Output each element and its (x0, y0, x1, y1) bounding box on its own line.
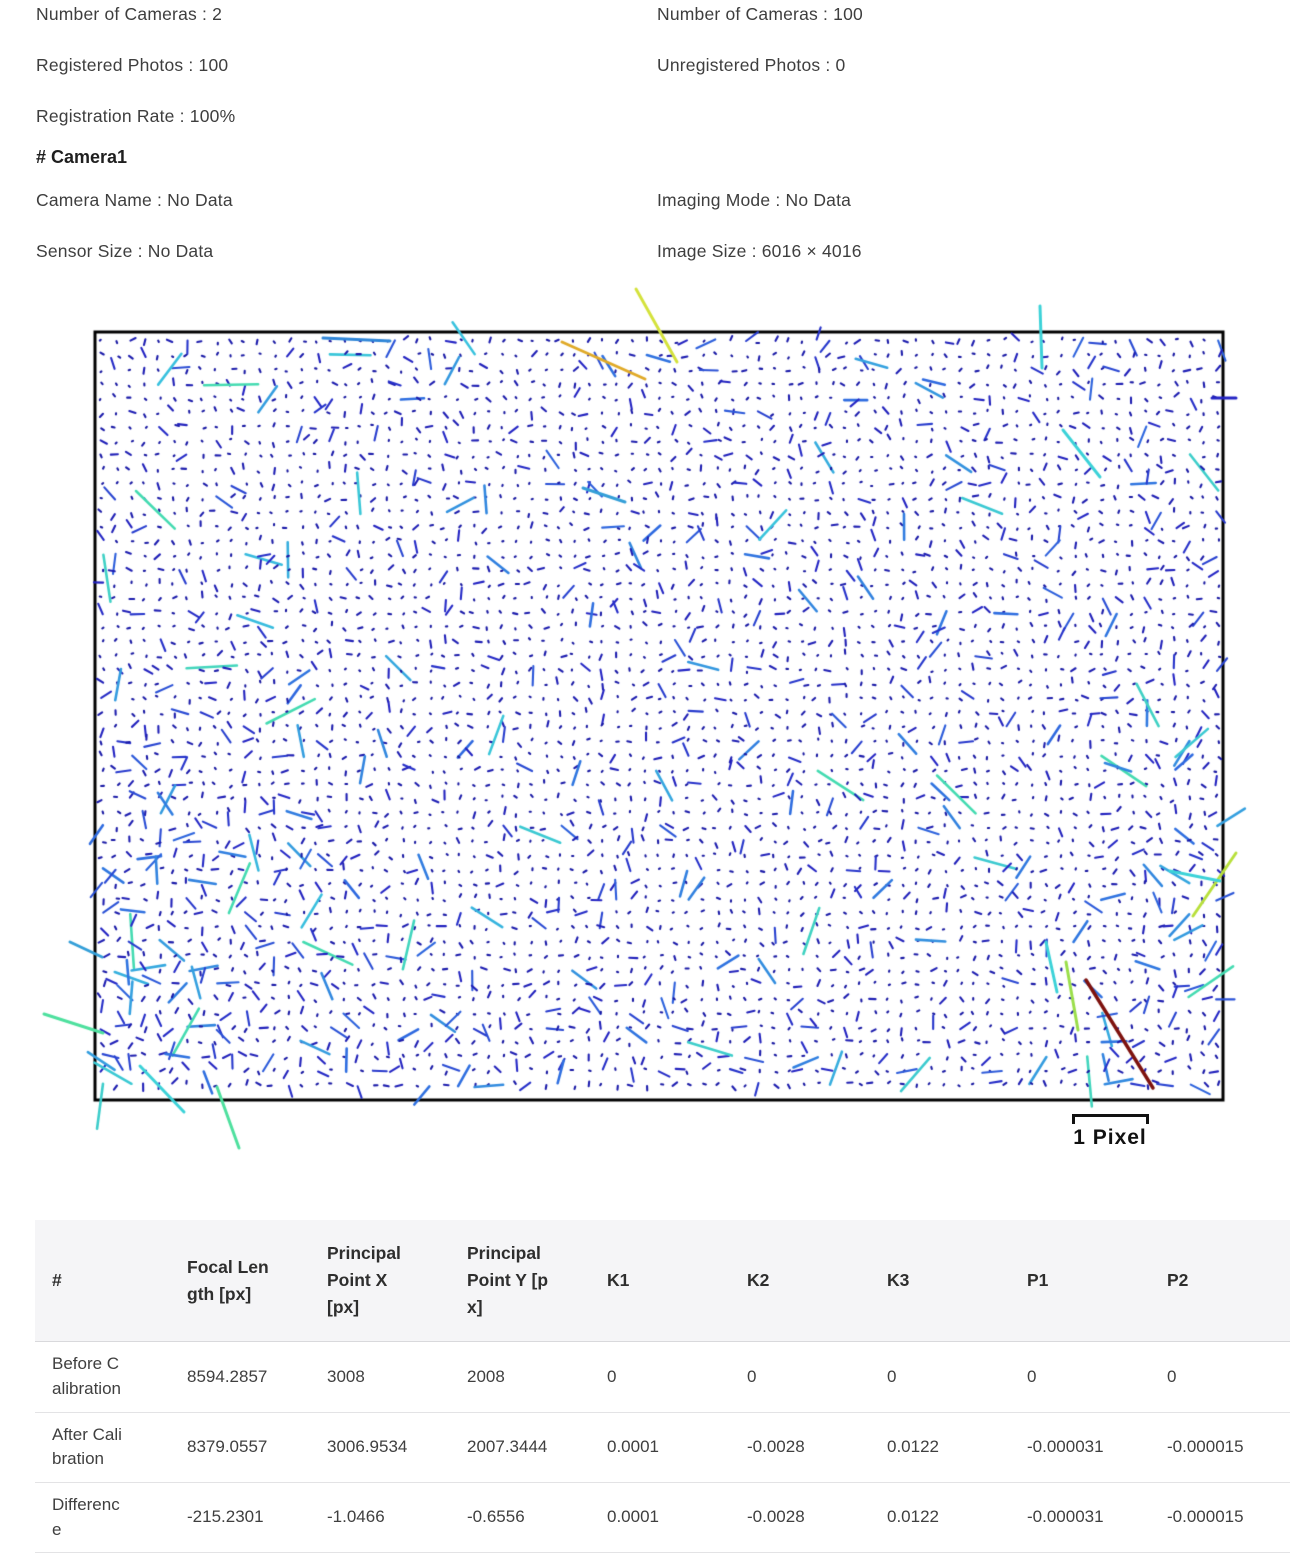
info-number-of-cameras-left: Number of Cameras : 2 (36, 4, 223, 24)
column-header: K1 (590, 1220, 730, 1343)
row-name-cell: After Calibration (35, 1412, 170, 1483)
value-cell: -0.000031 (1010, 1412, 1150, 1483)
camera-section-heading: # Camera1 (36, 147, 128, 167)
column-header: # (35, 1220, 170, 1343)
value-cell: -0.000015 (1150, 1482, 1290, 1554)
value-cell: 2008 (450, 1341, 590, 1413)
value-cell: 0 (1150, 1341, 1290, 1413)
value-cell: 8594.2857 (170, 1341, 310, 1413)
value-cell: -215.2301 (170, 1482, 310, 1554)
info-registration-rate: Registration Rate : 100% (36, 106, 236, 126)
distortion-vector-plot (0, 280, 1300, 1180)
info-number-of-cameras-right: Number of Cameras : 100 (657, 4, 863, 24)
info-registered-photos: Registered Photos : 100 (36, 55, 229, 75)
table-row: Before Calibration 8594.2857 3008 2008 0 0 0 0 0 (35, 1341, 1290, 1413)
value-cell: 0 (1010, 1341, 1150, 1413)
value-cell: 3006.9534 (310, 1412, 450, 1483)
value-cell: 0.0122 (870, 1412, 1010, 1483)
info-camera-name: Camera Name : No Data (36, 190, 233, 210)
value-cell: 0 (870, 1341, 1010, 1413)
info-sensor-size: Sensor Size : No Data (36, 241, 214, 261)
calibration-parameters-table: # Focal Length [px] Principal Point X [px]… (35, 1220, 1290, 1554)
value-cell: 0 (730, 1341, 870, 1413)
value-cell: -0.000015 (1150, 1412, 1290, 1483)
column-header: Principal Point Y [px] (450, 1220, 590, 1343)
table-row: Difference -215.2301 -1.0466 -0.6556 0.0001-… (35, 1482, 1290, 1554)
info-image-size: Image Size : 6016 × 4016 (657, 241, 862, 261)
value-cell: -0.0028 (730, 1482, 870, 1554)
value-cell: -0.6556 (450, 1482, 590, 1554)
value-cell: 0 (590, 1341, 730, 1413)
table-header: # Focal Length [px] Principal Point X [px]… (35, 1220, 1290, 1343)
column-header: Focal Length [px] (170, 1220, 310, 1343)
info-imaging-mode: Imaging Mode : No Data (657, 190, 852, 210)
info-unregistered-photos: Unregistered Photos : 0 (657, 55, 846, 75)
value-cell: -0.0028 (730, 1412, 870, 1483)
scale-bar-bracket (1072, 1114, 1149, 1124)
row-name-cell: Before Calibration (35, 1341, 170, 1413)
column-header: Principal Point X [px] (310, 1220, 450, 1343)
column-header: P2 (1150, 1220, 1290, 1343)
value-cell: -1.0466 (310, 1482, 450, 1554)
row-name-cell: Difference (35, 1482, 170, 1554)
scale-bar-label: 1 Pixel (1073, 1126, 1147, 1149)
column-header: P1 (1010, 1220, 1150, 1343)
value-cell: 0.0122 (870, 1482, 1010, 1554)
table-row: After Calibration 8379.0557 3006.9534 2007.… (35, 1412, 1290, 1483)
value-cell: -0.000031 (1010, 1482, 1150, 1554)
value-cell: 8379.0557 (170, 1412, 310, 1483)
value-cell: 0.0001 (590, 1482, 730, 1554)
column-header: K2 (730, 1220, 870, 1343)
value-cell: 2007.3444 (450, 1412, 590, 1483)
column-header: K3 (870, 1220, 1010, 1343)
value-cell: 0.0001 (590, 1412, 730, 1483)
value-cell: 3008 (310, 1341, 450, 1413)
